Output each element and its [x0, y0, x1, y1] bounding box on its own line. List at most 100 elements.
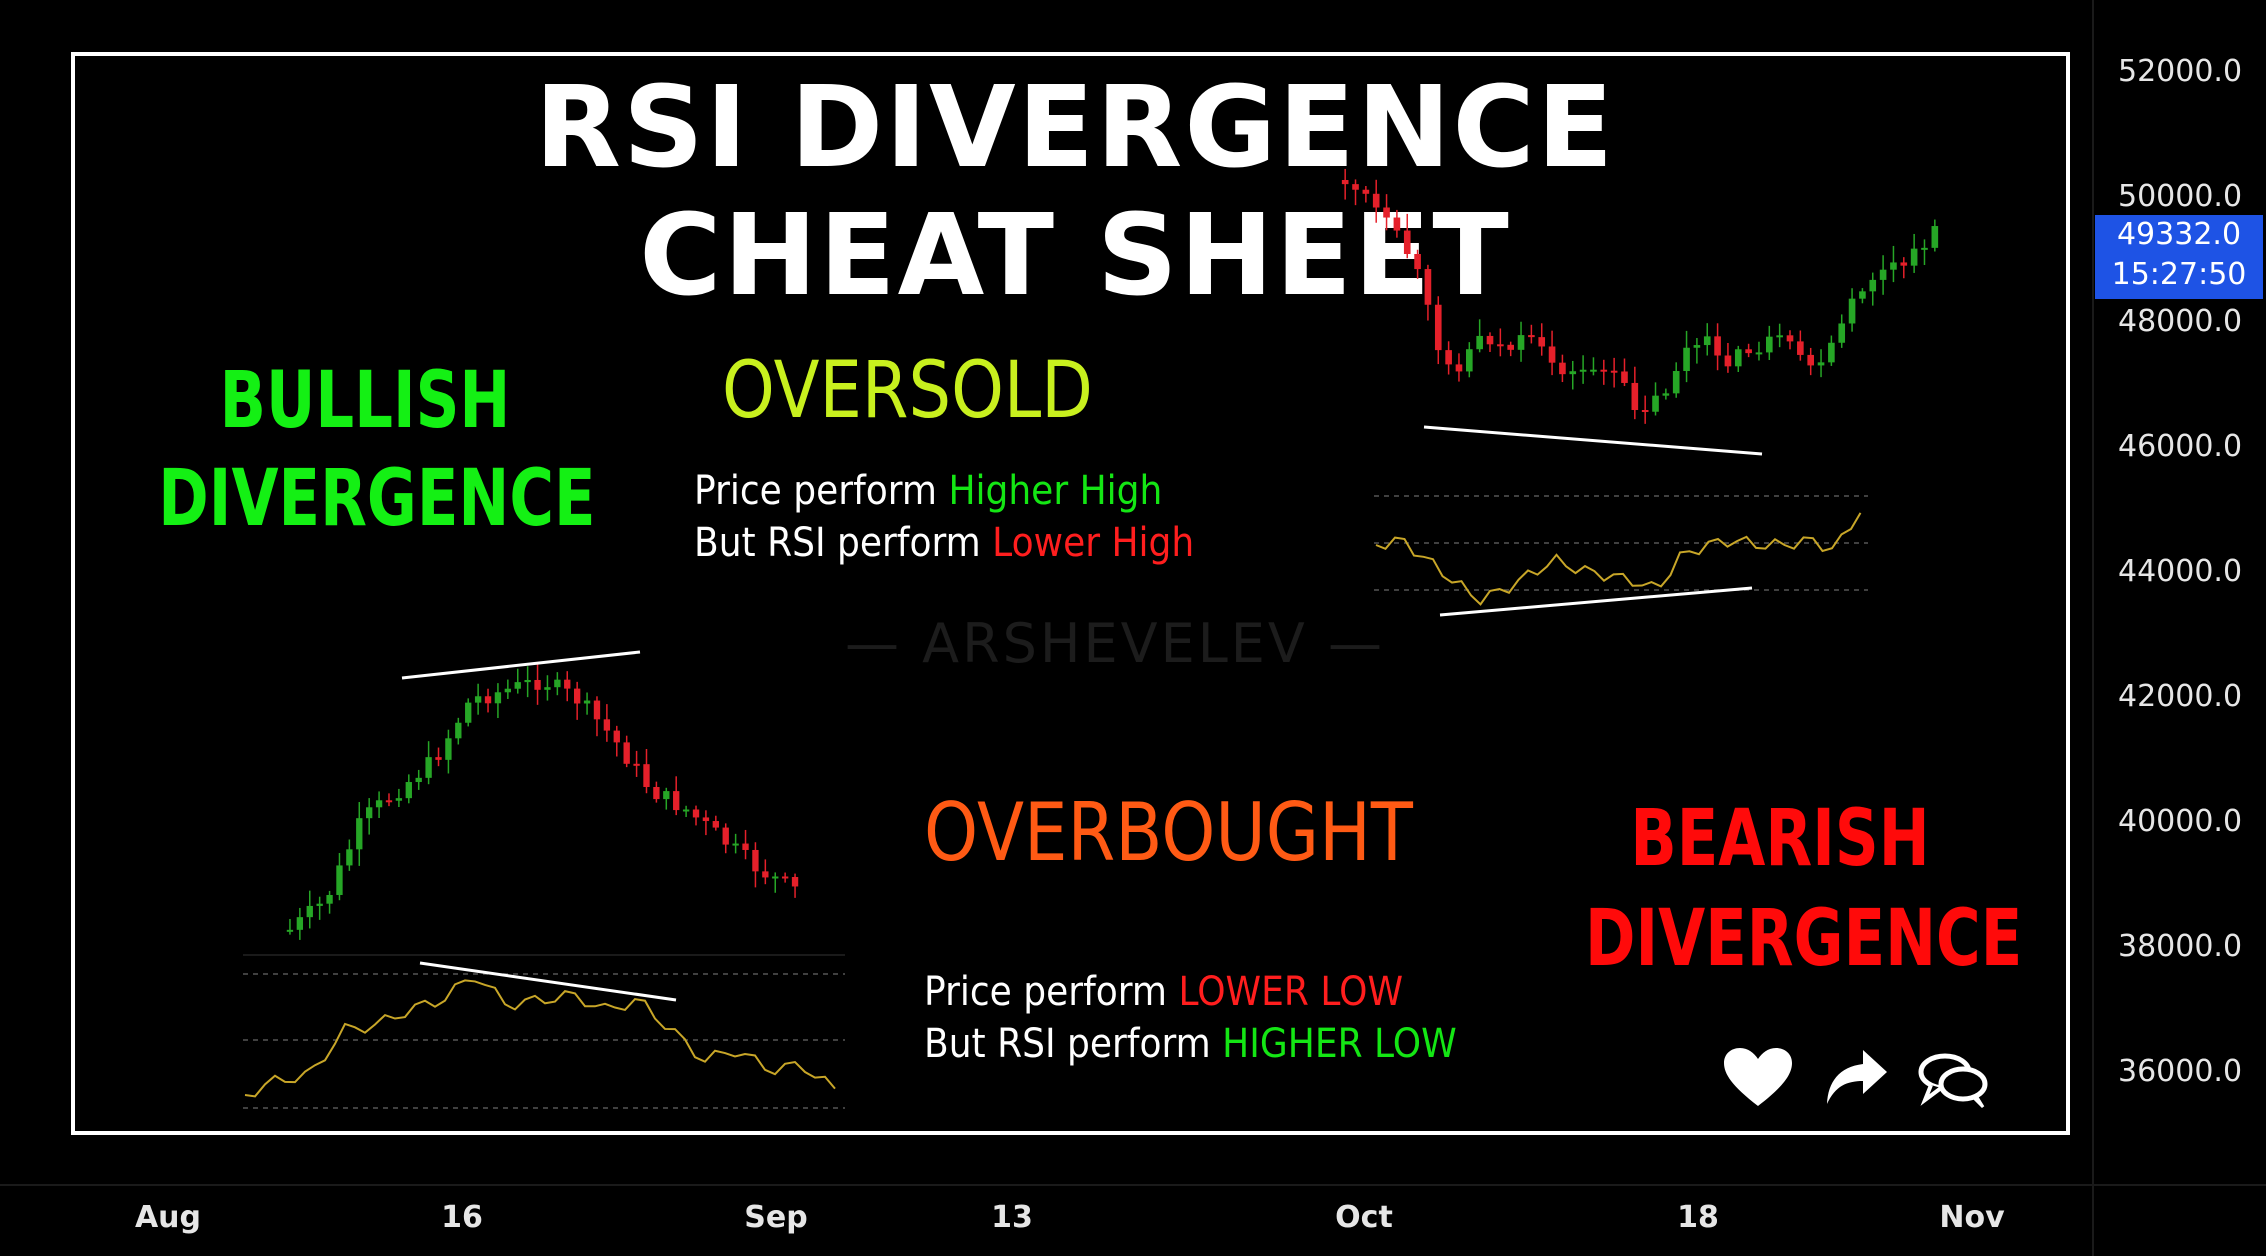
- candle-body: [1414, 253, 1421, 270]
- candle-body: [1734, 349, 1742, 367]
- candle-body: [1786, 335, 1794, 342]
- candle-body: [1590, 369, 1597, 372]
- candle-body: [653, 787, 660, 800]
- candle-body: [673, 791, 680, 811]
- time-tick-label: Oct: [1335, 1200, 1393, 1235]
- candle-body: [286, 929, 294, 932]
- candle-body: [1372, 193, 1380, 208]
- candle-body: [435, 757, 442, 760]
- candle-body: [465, 702, 472, 723]
- candle-body: [1931, 226, 1939, 248]
- candle-body: [1900, 262, 1908, 266]
- candle-body: [742, 843, 749, 850]
- candle-body: [554, 679, 561, 688]
- title-line-1: RSI DIVERGENCE: [534, 63, 1616, 193]
- candle-body: [613, 730, 620, 743]
- overbought-line1-prefix: Price perform: [924, 969, 1179, 1015]
- candle-body: [772, 876, 779, 879]
- candle-body: [316, 903, 323, 906]
- candle-body: [1434, 304, 1442, 351]
- candle-body: [1507, 344, 1514, 350]
- candle-body: [1662, 393, 1670, 396]
- candle-body: [1910, 248, 1918, 266]
- candle-body: [1466, 349, 1473, 372]
- candle-body: [1776, 335, 1783, 338]
- candle-body: [573, 688, 581, 704]
- candle-body: [1890, 262, 1897, 270]
- candle-body: [752, 849, 759, 872]
- candle-body: [1445, 350, 1452, 365]
- candle-body: [1455, 364, 1463, 372]
- candle-body: [593, 700, 601, 720]
- candle-body: [1817, 362, 1825, 366]
- candle-body: [1548, 346, 1556, 363]
- price-tick-label: 44000.0: [2118, 554, 2243, 589]
- candle-body: [1745, 349, 1752, 354]
- candle-body: [1538, 337, 1546, 347]
- candle-body: [405, 782, 412, 799]
- candle-body: [346, 849, 353, 866]
- candle-body: [425, 757, 432, 778]
- overbought-line1-emph: LOWER LOW: [1178, 969, 1404, 1015]
- candle-body: [415, 777, 422, 783]
- candle-body: [1807, 354, 1814, 366]
- time-tick-label: Aug: [134, 1200, 202, 1235]
- candle-body: [623, 742, 630, 764]
- candle-body: [603, 719, 611, 731]
- candle-body: [484, 696, 492, 704]
- comments-icon[interactable]: [1917, 1052, 1989, 1110]
- candle-body: [682, 809, 690, 812]
- candle-body: [1517, 335, 1525, 350]
- candle-body: [296, 917, 304, 930]
- candle-body: [306, 905, 313, 918]
- candle-body: [1403, 230, 1411, 254]
- candle-body: [633, 763, 640, 766]
- candle-body: [781, 876, 789, 879]
- candle-body: [336, 865, 343, 895]
- candle-body: [1383, 207, 1390, 218]
- oversold-line2-emph: Lower High: [992, 520, 1195, 566]
- candle-body: [1362, 189, 1370, 194]
- watermark: — ARSHEVELEV —: [845, 612, 1385, 675]
- bullish-label: BULLISH DIVERGENCE: [100, 362, 630, 538]
- oversold-description: Price perform Higher High But RSI perfor…: [694, 465, 1194, 569]
- candle-body: [375, 800, 383, 808]
- candle-body: [1341, 180, 1349, 185]
- countdown-timer: 15:27:50: [2111, 257, 2247, 292]
- candle-body: [504, 688, 512, 693]
- candle-body: [366, 807, 373, 819]
- candle-body: [1652, 395, 1659, 412]
- candle-body: [722, 827, 729, 845]
- candle-body: [544, 687, 551, 690]
- price-tick-label: 48000.0: [2118, 304, 2243, 339]
- price-tick-label: 36000.0: [2118, 1054, 2243, 1089]
- candle-body: [762, 871, 769, 878]
- share-icon[interactable]: [1823, 1048, 1889, 1108]
- candle-body: [1476, 335, 1483, 350]
- cheat-sheet-frame: [71, 52, 2070, 1135]
- candle-body: [1703, 336, 1711, 346]
- oversold-line2-prefix: But RSI perform: [694, 520, 993, 566]
- candle-body: [1559, 362, 1566, 375]
- candle-body: [564, 679, 571, 689]
- candle-body: [326, 894, 333, 904]
- candle-body: [1879, 269, 1887, 280]
- candle-body: [1693, 345, 1701, 348]
- oversold-label: OVERSOLD: [722, 346, 1093, 436]
- price-tick-label: 40000.0: [2118, 804, 2243, 839]
- candle-body: [1621, 371, 1628, 383]
- candle-body: [1714, 336, 1721, 356]
- price-axis-border: [2092, 0, 2094, 1256]
- bullish-line-2: DIVERGENCE: [158, 454, 596, 544]
- candle-body: [791, 877, 799, 887]
- candle-body: [395, 798, 403, 801]
- candle-body: [1869, 279, 1877, 292]
- price-tick-label: 50000.0: [2118, 179, 2243, 214]
- candle-body: [1683, 347, 1690, 372]
- heart-icon[interactable]: [1722, 1046, 1794, 1108]
- candle-body: [692, 809, 700, 818]
- candle-body: [1528, 335, 1535, 338]
- candle-body: [1921, 247, 1928, 250]
- candle-body: [1352, 184, 1359, 190]
